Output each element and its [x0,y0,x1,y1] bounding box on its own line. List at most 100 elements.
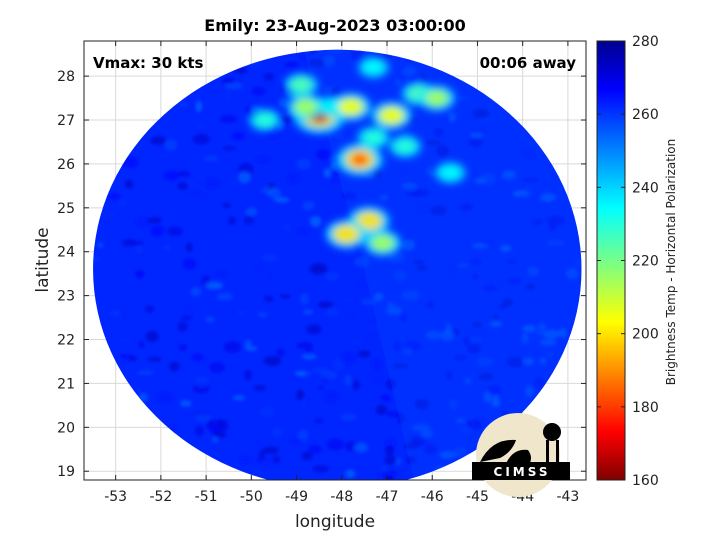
texture-speckle [323,168,332,178]
texture-speckle [506,277,521,284]
texture-speckle [178,102,188,108]
cold-feature [333,225,360,244]
texture-speckle [464,378,472,384]
texture-speckle [213,431,227,439]
texture-speckle [317,301,334,309]
texture-speckle [536,328,549,337]
texture-speckle [209,362,225,373]
texture-speckle [386,410,401,418]
texture-speckle [169,361,180,372]
texture-speckle [521,332,529,344]
texture-speckle [403,347,413,356]
texture-speckle [308,444,322,454]
texture-speckle [513,190,529,197]
texture-speckle [253,385,267,391]
texture-speckle [214,270,228,279]
texture-speckle [97,242,104,248]
texture-speckle [545,352,554,357]
colorbar-tick-label: 160 [632,473,659,489]
texture-speckle [468,117,475,122]
texture-speckle [159,153,170,160]
texture-speckle [239,456,253,464]
cold-feature [290,77,312,93]
texture-speckle [506,356,524,368]
texture-speckle [255,156,270,163]
texture-speckle [368,323,380,333]
texture-speckle [192,133,210,145]
texture-speckle [353,443,369,453]
texture-speckle [440,309,450,319]
texture-speckle [467,328,485,339]
texture-speckle [122,156,139,169]
texture-speckle [206,177,220,189]
texture-speckle [315,148,331,161]
y-tick-label: 20 [57,420,75,436]
texture-speckle [253,266,261,274]
texture-speckle [217,292,233,301]
texture-speckle [414,203,430,213]
texture-speckle [177,321,188,332]
chart-title: Emily: 23-Aug-2023 03:00:00 [204,16,465,35]
texture-speckle [180,400,192,407]
texture-speckle [331,177,340,184]
texture-speckle [259,406,275,418]
texture-speckle [232,394,246,401]
texture-speckle [537,323,547,329]
texture-speckle [525,284,536,291]
texture-speckle [423,443,437,455]
texture-speckle [276,347,285,357]
texture-speckle [386,378,396,390]
texture-speckle [531,219,543,225]
texture-speckle [566,268,579,279]
texture-speckle [306,324,322,335]
texture-speckle [192,118,201,124]
texture-speckle [458,95,470,101]
logo-tower-leg [546,440,549,466]
texture-speckle [345,441,357,452]
texture-speckle [145,330,159,343]
logo-text: CIMSS [494,465,551,479]
texture-speckle [487,385,502,396]
texture-speckle [453,447,467,457]
texture-speckle [244,339,252,349]
texture-speckle [379,466,390,471]
x-tick-label: -49 [285,489,308,505]
x-axis-label: longitude [295,512,375,532]
texture-speckle [348,337,365,346]
texture-speckle [195,412,212,423]
colorbar-tick-label: 260 [632,107,659,123]
cimss-logo: CIMSS [472,413,570,497]
texture-speckle [469,258,483,264]
y-tick-label: 27 [57,113,75,129]
y-axis-label: latitude [33,227,53,292]
texture-speckle [399,313,408,323]
texture-speckle [379,194,389,201]
texture-speckle [164,139,178,151]
y-tick-label: 25 [57,201,75,217]
texture-speckle [303,309,314,315]
texture-speckle [326,307,339,317]
texture-speckle [137,370,154,376]
texture-speckle [478,373,494,381]
texture-speckle [184,306,194,315]
texture-speckle [479,337,492,343]
texture-speckle [471,273,479,280]
time-away-annotation: 00:06 away [480,54,577,72]
texture-speckle [344,374,352,386]
texture-speckle [135,245,144,254]
texture-speckle [401,290,420,301]
texture-speckle [296,389,305,401]
texture-speckle [540,193,557,202]
texture-speckle [93,256,101,262]
texture-speckle [476,356,494,367]
texture-speckle [180,315,193,321]
cold-feature [363,60,383,74]
texture-speckle [385,445,395,456]
logo-dish [480,439,516,462]
texture-speckle [322,55,336,67]
texture-speckle [118,200,128,206]
texture-speckle [402,66,417,77]
texture-speckle [218,419,229,432]
logo-tower-leg [556,440,559,466]
texture-speckle [222,146,236,151]
